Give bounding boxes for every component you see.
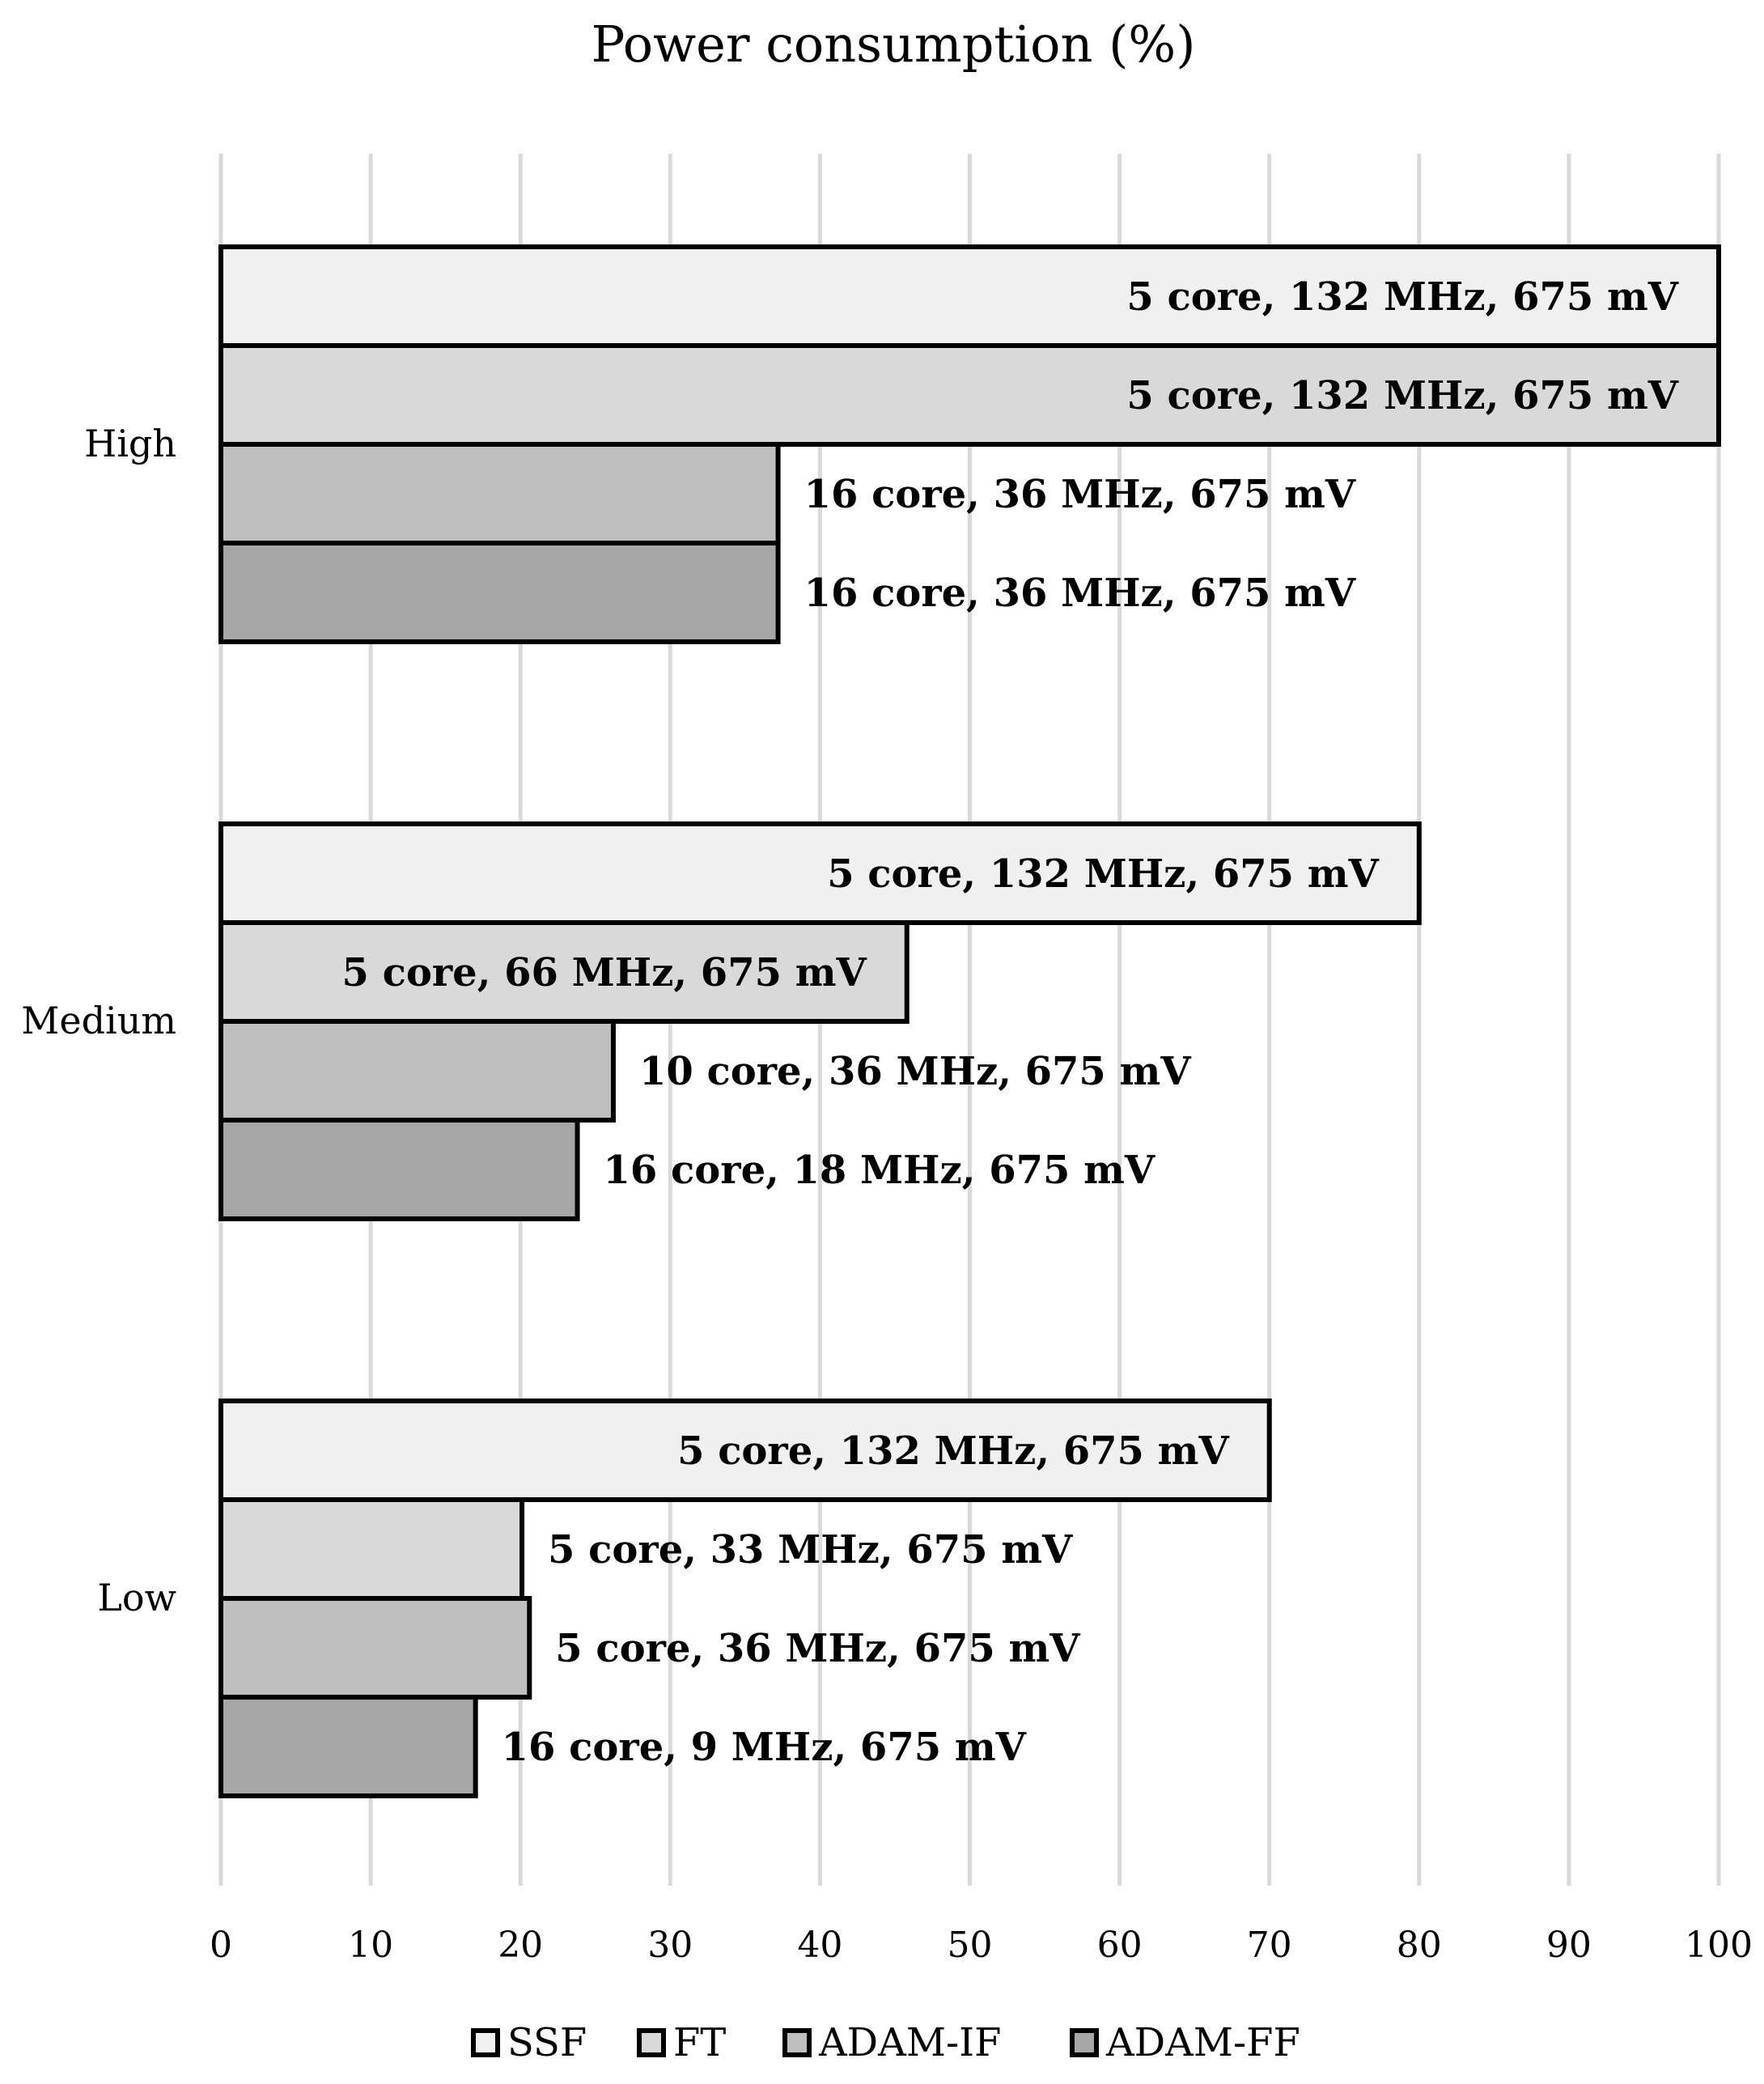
data-label-high-adam-if: 16 core, 36 MHz, 675 mV: [804, 472, 1356, 517]
bar-high-adam-if: [218, 442, 781, 545]
x-tick-label-60: 60: [1097, 1925, 1143, 1966]
category-label-low: Low: [97, 1576, 176, 1619]
legend-label-ssf: SSF: [507, 2020, 587, 2065]
bar-medium-ft: [218, 920, 910, 1024]
category-label-medium: Medium: [21, 999, 176, 1042]
bar-medium-adam-ff: [218, 1118, 580, 1221]
legend-swatch-adam-if: [782, 2028, 812, 2057]
legend-label-adam-ff: ADAM-FF: [1105, 2020, 1300, 2065]
data-label-medium-adam-if: 10 core, 36 MHz, 675 mV: [639, 1049, 1191, 1094]
category-labels: High Medium Low: [21, 422, 176, 1619]
data-label-medium-ssf: 5 core, 132 MHz, 675 mV: [827, 851, 1379, 897]
chart-title: Power consumption (%): [592, 15, 1196, 74]
x-tick-labels: 0 10 20 30 40 50 60 70 80 90 100: [210, 1925, 1753, 1966]
legend-label-adam-if: ADAM-IF: [818, 2020, 1001, 2065]
x-tick-label-40: 40: [797, 1925, 842, 1966]
data-label-medium-adam-ff: 16 core, 18 MHz, 675 mV: [604, 1148, 1156, 1193]
legend-swatch-adam-ff: [1070, 2028, 1099, 2057]
x-tick-label-50: 50: [948, 1925, 993, 1966]
bar-high-ssf: [218, 244, 1721, 348]
data-label-low-adam-ff: 16 core, 9 MHz, 675 mV: [502, 1725, 1027, 1770]
legend-swatch-ssf: [471, 2028, 500, 2057]
data-label-medium-ft: 5 core, 66 MHz, 675 mV: [342, 950, 867, 995]
bar-high-adam-ff: [218, 541, 781, 644]
x-tick-label-70: 70: [1247, 1925, 1292, 1966]
x-tick-label-100: 100: [1685, 1925, 1753, 1966]
data-labels: 5 core, 132 MHz, 675 mV 5 core, 132 MHz, …: [342, 274, 1679, 1770]
data-label-high-ft: 5 core, 132 MHz, 675 mV: [1126, 373, 1678, 418]
data-label-low-ft: 5 core, 33 MHz, 675 mV: [548, 1527, 1073, 1573]
x-tick-label-90: 90: [1546, 1925, 1592, 1966]
bar-low-adam-ff: [218, 1695, 478, 1798]
data-label-low-adam-if: 5 core, 36 MHz, 675 mV: [555, 1626, 1080, 1671]
x-tick-label-20: 20: [498, 1925, 543, 1966]
x-tick-label-30: 30: [647, 1925, 693, 1966]
legend-swatch-ft: [637, 2028, 666, 2057]
bar-low-ssf: [218, 1399, 1272, 1502]
x-tick-label-0: 0: [210, 1925, 232, 1966]
data-label-low-ssf: 5 core, 132 MHz, 675 mV: [677, 1428, 1229, 1474]
data-label-high-adam-ff: 16 core, 36 MHz, 675 mV: [804, 571, 1356, 616]
x-tick-label-10: 10: [348, 1925, 393, 1966]
x-tick-label-80: 80: [1397, 1925, 1442, 1966]
bar-medium-ssf: [218, 821, 1422, 925]
data-label-high-ssf: 5 core, 132 MHz, 675 mV: [1126, 274, 1678, 320]
bar-medium-adam-if: [218, 1019, 616, 1123]
category-label-high: High: [84, 422, 176, 465]
bar-low-adam-if: [218, 1596, 532, 1700]
legend: SSF FT ADAM-IF ADAM-FF: [471, 2020, 1300, 2065]
bar-high-ft: [218, 343, 1721, 447]
legend-label-ft: FT: [673, 2020, 726, 2065]
bars: [218, 244, 1721, 1798]
bar-low-ft: [218, 1497, 525, 1601]
